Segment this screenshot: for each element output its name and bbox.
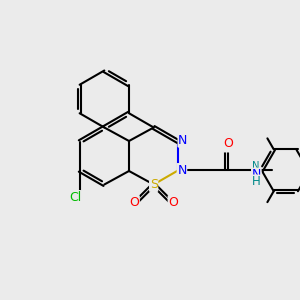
Text: O: O [129, 196, 139, 209]
Text: N: N [252, 168, 261, 181]
Text: N
H: N H [252, 161, 259, 182]
Text: Cl: Cl [69, 191, 81, 204]
Text: N: N [178, 134, 187, 147]
Text: O: O [224, 137, 233, 150]
Text: S: S [150, 178, 158, 191]
Text: H: H [252, 175, 260, 188]
Text: O: O [130, 196, 139, 209]
Text: N: N [177, 164, 187, 177]
Text: O: O [224, 139, 233, 152]
Text: O: O [169, 196, 178, 209]
Text: S: S [150, 178, 158, 191]
Text: N: N [178, 164, 186, 177]
Text: N: N [178, 134, 188, 147]
Text: Cl: Cl [69, 191, 81, 204]
Text: O: O [168, 196, 178, 209]
